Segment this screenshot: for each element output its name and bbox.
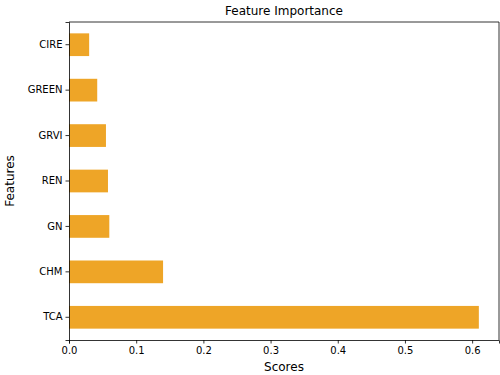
x-tick-mark bbox=[472, 340, 473, 344]
x-tick-mark bbox=[338, 340, 339, 344]
chart-svg: 0.0 0.1 0.2 0.3 0.4 0.5 0.6 TCA CHM GN REN GRVI GREE… bbox=[0, 0, 500, 375]
bar bbox=[69, 79, 97, 102]
bar bbox=[69, 170, 108, 193]
y-tick-mark bbox=[66, 181, 70, 182]
x-axis-line bbox=[70, 341, 500, 344]
frame-line bbox=[499, 22, 500, 340]
y-tick-mark bbox=[66, 135, 70, 136]
x-tick-mark bbox=[271, 340, 272, 344]
x-tick-label: 0.0 bbox=[62, 345, 78, 356]
y-tick-mark bbox=[66, 44, 70, 45]
y-tick: GREEN bbox=[28, 84, 69, 95]
y-tick: GRVI bbox=[39, 130, 69, 141]
y-tick-mark bbox=[66, 226, 70, 227]
y-tick-label: CIRE bbox=[39, 39, 62, 50]
x-axis: 0.0 0.1 0.2 0.3 0.4 0.5 0.6 bbox=[62, 340, 500, 356]
x-tick-label: 0.5 bbox=[397, 345, 413, 356]
plot-area: 0.0 0.1 0.2 0.3 0.4 0.5 0.6 TCA CHM GN REN GRVI GREE… bbox=[28, 22, 500, 356]
y-tick: GN bbox=[47, 221, 69, 232]
y-tick-label: GREEN bbox=[28, 84, 63, 95]
title: Feature Importance bbox=[225, 4, 343, 18]
y-tick: TCA bbox=[42, 311, 69, 322]
x-tick: 0.4 bbox=[330, 340, 346, 356]
y-tick: CIRE bbox=[39, 39, 69, 50]
bar bbox=[69, 33, 89, 56]
x-axis-title: Scores bbox=[264, 360, 304, 374]
y-axis: TCA CHM GN REN GRVI GREEN CIRE bbox=[28, 23, 70, 341]
y-axis-title: Features bbox=[3, 155, 17, 207]
x-tick: 0.0 bbox=[62, 340, 78, 356]
x-tick-mark bbox=[136, 340, 137, 344]
x-tick: 0.6 bbox=[465, 340, 481, 356]
bars bbox=[69, 33, 479, 328]
bar bbox=[69, 261, 163, 284]
x-tick-label: 0.2 bbox=[196, 345, 212, 356]
x-tick: 0.1 bbox=[129, 340, 145, 356]
y-tick-label: REN bbox=[42, 175, 63, 186]
x-tick-label: 0.6 bbox=[465, 345, 481, 356]
y-tick-mark bbox=[66, 90, 70, 91]
x-tick: 0.5 bbox=[397, 340, 413, 356]
y-tick-mark bbox=[66, 271, 70, 272]
bar bbox=[69, 215, 109, 238]
x-tick-label: 0.4 bbox=[330, 345, 346, 356]
x-tick: 0.3 bbox=[263, 340, 279, 356]
y-tick: REN bbox=[42, 175, 69, 186]
bar bbox=[69, 306, 479, 329]
y-tick-mark bbox=[66, 317, 70, 318]
y-tick-label: TCA bbox=[42, 311, 63, 322]
bar bbox=[69, 124, 106, 147]
frame bbox=[69, 22, 499, 340]
x-tick-label: 0.3 bbox=[263, 345, 279, 356]
y-axis-line bbox=[66, 23, 70, 341]
chart-container: 0.0 0.1 0.2 0.3 0.4 0.5 0.6 TCA CHM GN REN GRVI GREE… bbox=[0, 0, 500, 375]
frame-line bbox=[69, 22, 499, 23]
y-tick-label: GRVI bbox=[39, 130, 63, 141]
x-tick: 0.2 bbox=[196, 340, 212, 356]
x-tick-mark bbox=[203, 340, 204, 344]
y-tick: CHM bbox=[39, 266, 69, 277]
x-tick-mark bbox=[405, 340, 406, 344]
x-tick-label: 0.1 bbox=[129, 345, 145, 356]
y-tick-label: GN bbox=[47, 221, 62, 232]
y-tick-label: CHM bbox=[39, 266, 62, 277]
